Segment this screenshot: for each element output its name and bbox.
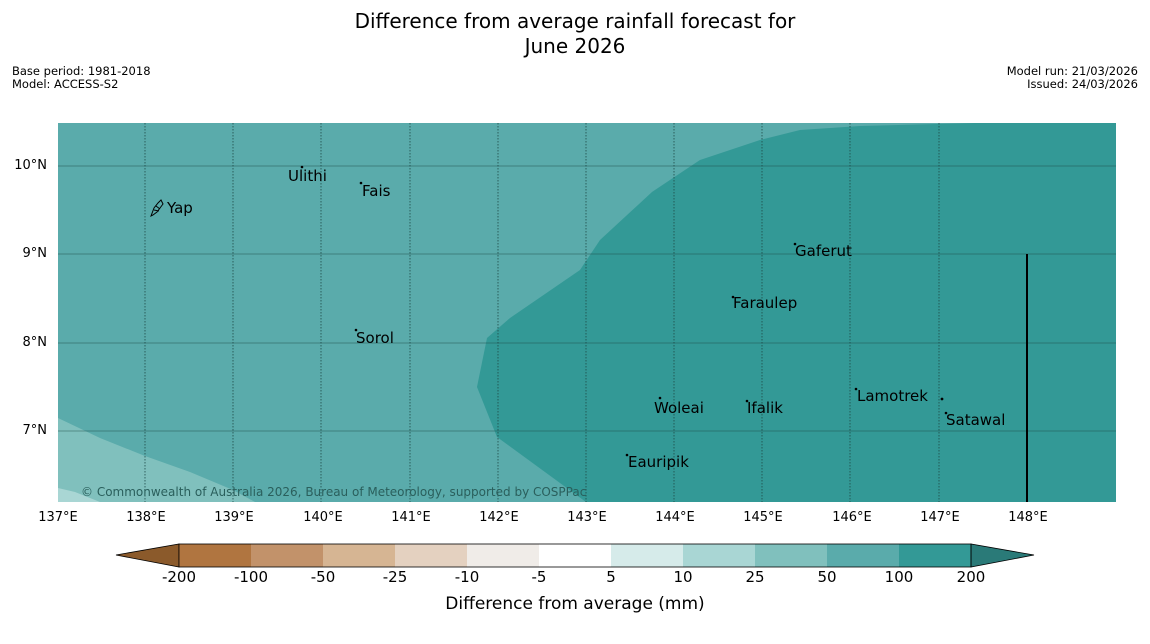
lon-label-145e: 145°E [743,510,783,525]
lon-label-141e: 141°E [391,510,431,525]
colorbar-band-11 [899,544,971,567]
colorbar-band-5 [467,544,539,567]
model-run: Model run: 21/03/2026 [1006,64,1138,78]
copyright-notice: © Commonwealth of Australia 2026, Bureau… [81,485,587,499]
title-line-1: Difference from average rainfall forecas… [354,9,796,33]
fais-dot [359,181,363,185]
colorbar-band-2 [251,544,323,567]
colorbar-label: -5 [531,568,547,586]
colorbar-low-extension [115,543,180,568]
eauripik-dot [625,453,629,457]
colorbar-band-3 [323,544,395,567]
colorbar-band-10 [827,544,899,567]
base-info: Base period: 1981-2018 Model: ACCESS-S2 [12,65,151,91]
colorbar [115,543,1035,568]
lon-label-138e: 138°E [126,510,166,525]
grid-lines [58,123,1116,502]
issued-date: Issued: 24/03/2026 [1027,77,1138,91]
region-200-plus [477,123,1116,502]
satawal-dot [944,411,948,415]
lat-label-8n: 8°N [22,335,48,350]
colorbar-label: 5 [606,568,616,586]
ulithi-dot [300,165,304,169]
lon-label-142e: 142°E [479,510,519,525]
title-line-2: June 2026 [524,34,626,58]
colorbar-frame [178,543,972,568]
region-50-100 [58,418,255,502]
place-ifalik: Ifalik [747,399,783,417]
lon-label-140e: 140°E [303,510,343,525]
colorbar-label: -100 [233,568,269,586]
islands [150,165,948,457]
place-gaferut: Gaferut [795,242,852,260]
colorbar-band-8 [683,544,755,567]
colorbar-high-extension [970,543,1035,568]
place-sorol: Sorol [356,329,394,347]
lamotrek-dot [854,387,858,391]
colorbar-band-6 [539,544,611,567]
place-woleai: Woleai [654,399,704,417]
ifalik-dot [745,399,749,403]
yap-island-outline [150,199,164,218]
place-satawal: Satawal [946,411,1006,429]
place-lamotrek: Lamotrek [857,387,928,405]
map-title: Difference from average rainfall forecas… [0,9,1150,59]
colorbar-band-7 [611,544,683,567]
lat-label-10n: 10°N [14,158,47,173]
lon-label-144e: 144°E [655,510,695,525]
colorbar-band-4 [395,544,467,567]
lon-label-147e: 147°E [920,510,960,525]
colorbar-label: 100 [884,568,914,586]
colorbar-label: 25 [745,568,765,586]
faraulep-dot [731,295,735,299]
colorbar-label: -25 [382,568,408,586]
gaferut-dot [793,242,797,246]
colorbar-label: 200 [956,568,986,586]
woleai-dot [658,396,662,400]
colorbar-band-1 [179,544,251,567]
lat-label-9n: 9°N [22,246,48,261]
colorbar-label: 10 [673,568,693,586]
model-name: Model: ACCESS-S2 [12,77,119,91]
lon-label-139e: 139°E [214,510,254,525]
colorbar-label: -50 [310,568,336,586]
place-ulithi: Ulithi [288,167,327,185]
lon-label-143e: 143°E [567,510,607,525]
place-eauripik: Eauripik [628,453,689,471]
colorbar-band-9 [755,544,827,567]
base-period: Base period: 1981-2018 [12,64,151,78]
place-faraulep: Faraulep [733,294,798,312]
region-25-50 [58,488,100,502]
colorbar-title: Difference from average (mm) [445,594,705,614]
run-info: Model run: 21/03/2026 Issued: 24/03/2026 [1007,65,1138,91]
lon-label-137e: 137°E [38,510,78,525]
lon-label-148e: 148°E [1008,510,1048,525]
lamotrek-east-dot [940,397,944,401]
place-fais: Fais [362,182,391,200]
colorbar-label: 50 [817,568,837,586]
colorbar-label: -10 [454,568,480,586]
colorbar-label: -200 [161,568,197,586]
lon-label-146e: 146°E [832,510,872,525]
place-yap: Yap [167,199,193,217]
lat-label-7n: 7°N [22,423,48,438]
sorol-dot [354,328,358,332]
